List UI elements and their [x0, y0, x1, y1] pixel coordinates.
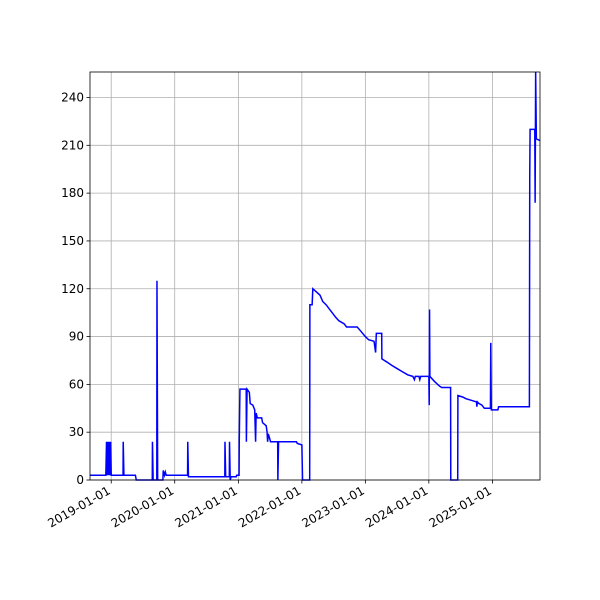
- y-tick-label: 150: [61, 234, 84, 248]
- y-tick-label: 60: [69, 377, 84, 391]
- grid: [90, 72, 540, 481]
- y-tick-label: 210: [61, 138, 84, 152]
- y-tick-label: 240: [61, 91, 84, 105]
- y-tick-label: 180: [61, 186, 84, 200]
- y-tick-label: 30: [69, 425, 84, 439]
- y-tick-label: 0: [76, 473, 84, 487]
- y-tick-label: 120: [61, 282, 84, 296]
- y-axis: 0 30 60 90 120 150 180 210 240: [61, 91, 90, 487]
- y-tick-label: 90: [69, 330, 84, 344]
- axes-frame: [89, 71, 541, 481]
